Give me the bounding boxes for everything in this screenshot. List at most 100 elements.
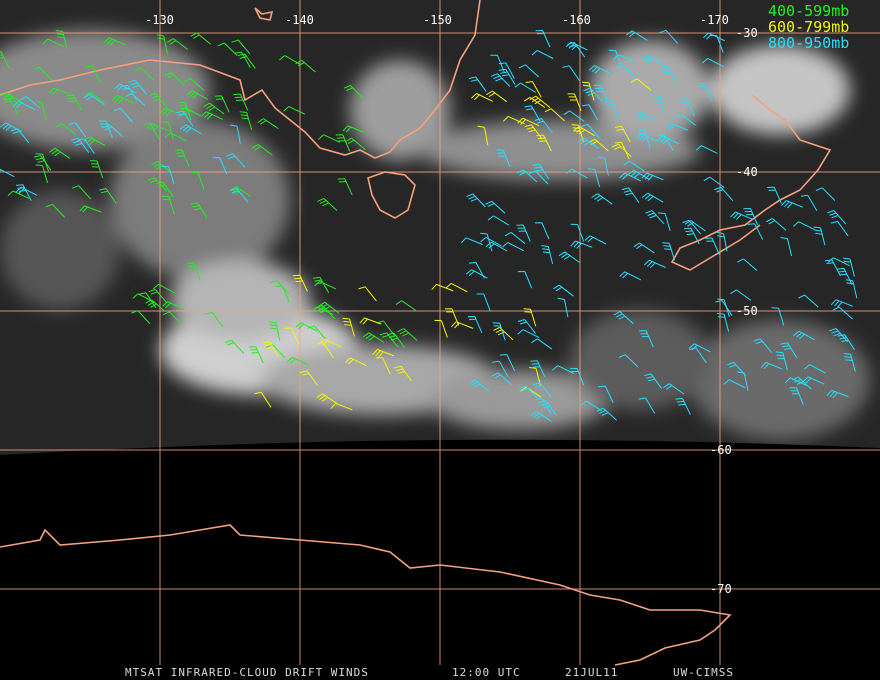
wind-barb — [35, 164, 48, 183]
wind-barb — [19, 96, 41, 109]
wind-barb — [132, 293, 155, 303]
wind-barb — [42, 38, 65, 48]
wind-barb — [633, 242, 655, 254]
wind-barb — [635, 133, 658, 142]
wind-barb — [33, 155, 52, 171]
wind-barb — [643, 259, 666, 269]
longitude-label: -170 — [700, 13, 729, 27]
wind-barb — [143, 122, 160, 140]
wind-barb — [128, 79, 147, 95]
wind-barb — [565, 41, 588, 51]
wind-barb — [295, 322, 318, 332]
wind-barb — [524, 105, 541, 122]
wind-barb — [730, 289, 752, 301]
wind-barb — [254, 391, 272, 408]
wind-barb — [230, 186, 252, 197]
wind-barb — [292, 274, 308, 292]
wind-barb — [79, 205, 102, 213]
wind-barb — [695, 145, 718, 154]
wind-barb — [85, 65, 101, 83]
wind-barbs — [0, 29, 858, 423]
wind-barb — [675, 398, 691, 415]
wind-barb — [621, 187, 640, 203]
wind-barb — [161, 121, 174, 140]
wind-barb — [688, 343, 711, 353]
wind-barb — [279, 55, 301, 66]
wind-barb — [582, 81, 595, 101]
wind-barb — [230, 124, 241, 145]
wind-barb — [683, 227, 700, 245]
wind-barb — [634, 112, 657, 121]
wind-barb — [567, 93, 582, 111]
wind-barb — [147, 177, 168, 192]
wind-barb — [623, 160, 645, 172]
wind-barb — [532, 163, 550, 180]
wind-barb — [552, 365, 575, 374]
wind-barb — [234, 51, 251, 68]
wind-barb — [531, 49, 554, 59]
wind-barb — [619, 271, 642, 281]
wind-barb — [342, 317, 355, 337]
wind-barb — [345, 137, 366, 151]
wind-barb — [102, 124, 124, 137]
wind-barb — [800, 194, 818, 212]
wind-barb — [563, 110, 585, 122]
wind-barb — [565, 168, 588, 179]
wind-barb — [45, 203, 66, 218]
wind-barb — [145, 299, 166, 313]
product-name: MTSAT INFRARED-CLOUD DRIFT WINDS — [125, 666, 369, 679]
wind-barb — [830, 220, 849, 237]
wind-barb — [343, 85, 364, 99]
wind-barb — [275, 285, 290, 303]
wind-barb — [578, 137, 600, 150]
wind-barb — [789, 387, 804, 405]
latitude-label: -70 — [710, 582, 732, 596]
wind-barb — [476, 293, 491, 311]
latitude-label: -40 — [736, 165, 758, 179]
wind-barb — [114, 83, 136, 94]
wind-barb — [492, 322, 506, 341]
wind-barb — [516, 169, 538, 183]
wind-barb — [113, 107, 133, 123]
wind-barb — [337, 178, 353, 196]
wind-barb — [525, 81, 542, 98]
wind-barb — [523, 96, 546, 108]
wind-barb — [612, 54, 636, 62]
wind-barb — [317, 197, 338, 211]
wind-barb — [161, 165, 175, 185]
wind-barb — [557, 297, 569, 318]
wind-barb — [611, 143, 632, 158]
wind-barb — [570, 240, 593, 249]
wind-barb — [767, 186, 782, 204]
wind-barb — [753, 338, 773, 353]
wind-barb — [781, 200, 804, 209]
wind-barb — [803, 364, 826, 374]
wind-barb — [159, 107, 182, 117]
wind-barb — [765, 218, 787, 231]
wind-barb — [536, 398, 552, 415]
wind-barb — [517, 319, 537, 335]
wind-barb — [175, 110, 194, 127]
wind-barb — [156, 34, 168, 54]
wind-barb — [162, 301, 185, 310]
wind-barb — [186, 90, 209, 100]
wind-barb — [498, 62, 515, 79]
wind-barb — [837, 334, 855, 351]
wind-barb — [395, 300, 417, 312]
wind-barb — [824, 259, 841, 277]
wind-barb — [517, 329, 540, 339]
wind-barb — [845, 279, 858, 299]
wind-barb — [836, 267, 853, 285]
wind-barb — [226, 153, 246, 168]
wind-barb — [111, 95, 134, 104]
wind-barb — [175, 149, 190, 167]
latitude-label: -50 — [736, 304, 758, 318]
wind-barb — [582, 104, 599, 121]
wind-barb — [55, 123, 77, 136]
wind-barb — [164, 132, 187, 142]
wind-barb — [524, 124, 543, 140]
wind-barb — [146, 123, 169, 132]
wind-barb — [638, 397, 656, 414]
wind-barb — [387, 332, 405, 348]
wind-barb — [531, 338, 553, 350]
